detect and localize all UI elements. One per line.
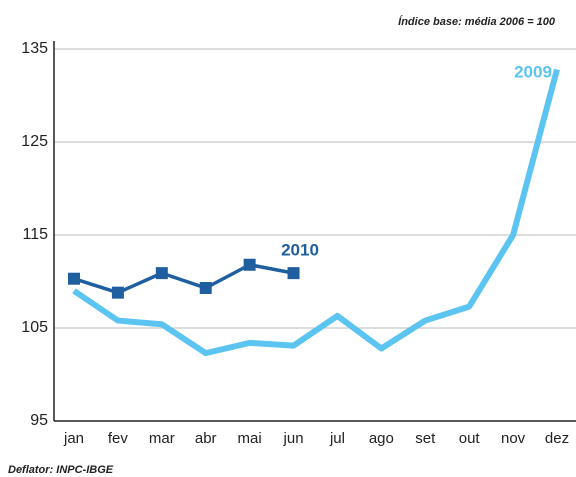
base-note: Índice base: média 2006 = 100 bbox=[398, 15, 556, 28]
y-tick-label: 125 bbox=[21, 133, 48, 150]
marker bbox=[155, 267, 168, 280]
marker bbox=[287, 267, 300, 280]
series-line bbox=[73, 263, 294, 295]
x-tick-label: fev bbox=[108, 430, 129, 447]
x-tick-label: ago bbox=[369, 430, 394, 447]
marker bbox=[243, 258, 256, 271]
x-tick-label: jun bbox=[283, 430, 304, 447]
x-tick-label: dez bbox=[545, 430, 569, 447]
series-label: 2010 bbox=[281, 240, 319, 259]
x-tick-label: nov bbox=[501, 430, 526, 447]
y-tick-label: 135 bbox=[21, 40, 48, 57]
series-line bbox=[72, 68, 560, 357]
x-tick-label: abr bbox=[195, 430, 217, 447]
x-tick-label: mar bbox=[149, 430, 175, 447]
y-tick-label: 105 bbox=[21, 319, 48, 336]
marker bbox=[199, 282, 212, 295]
marker bbox=[111, 286, 124, 299]
series-label: 2009 bbox=[514, 62, 552, 81]
y-tick-label: 115 bbox=[22, 226, 48, 243]
x-tick-label: set bbox=[415, 430, 436, 447]
x-tick-label: jul bbox=[329, 430, 345, 447]
x-tick-label: out bbox=[459, 430, 481, 447]
deflator-note: Deflator: INPC-IBGE bbox=[8, 464, 114, 476]
y-tick-label: 95 bbox=[30, 412, 48, 429]
x-tick-label: jan bbox=[63, 430, 84, 447]
marker bbox=[68, 272, 80, 285]
x-tick-label: mai bbox=[238, 430, 262, 447]
